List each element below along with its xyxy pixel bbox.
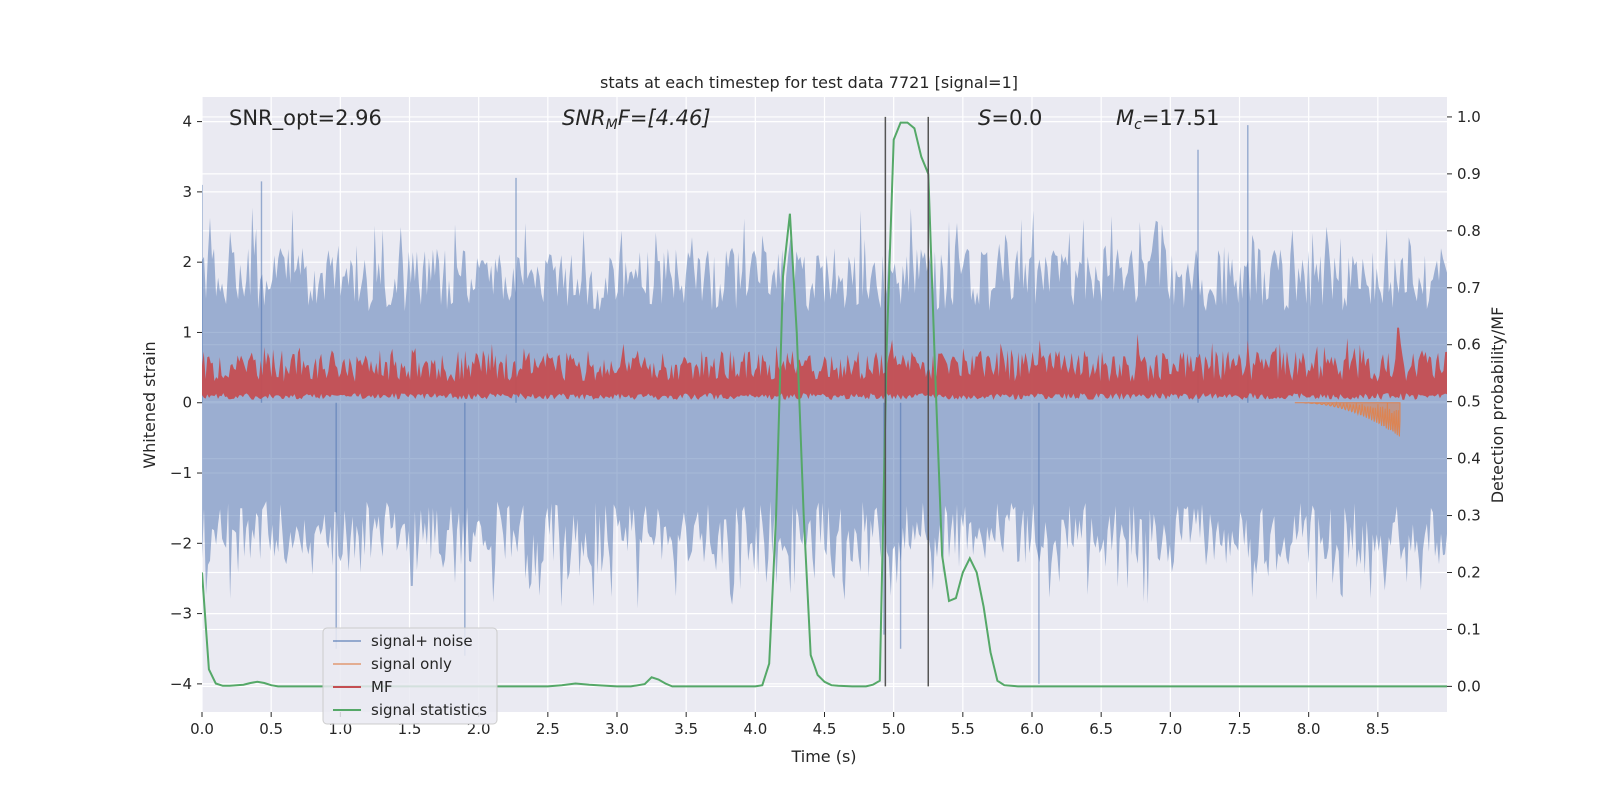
series-mf bbox=[202, 327, 1447, 400]
series-signal-noise-band bbox=[202, 207, 1447, 609]
y-axis-label: Whitened strain bbox=[140, 341, 159, 468]
y2-tick-label-5: 0.5 bbox=[1457, 393, 1481, 411]
y-tick-label-5: −1 bbox=[170, 464, 192, 482]
x-tick-label-13: 6.5 bbox=[1089, 720, 1113, 738]
legend-label-signal-statistics: signal statistics bbox=[371, 701, 487, 719]
vertical-lines bbox=[884, 116, 929, 687]
x-tick-label-5: 2.5 bbox=[536, 720, 560, 738]
annotation-snr-mf-sub: M bbox=[606, 117, 618, 133]
x-tick-label-1: 0.5 bbox=[259, 720, 283, 738]
x-tick-label-11: 5.5 bbox=[951, 720, 975, 738]
legend-label-mf: MF bbox=[371, 678, 393, 696]
y-axis-ticks: 4 3 2 1 0 −1 −2 −3 −4 bbox=[170, 113, 202, 693]
y-tick-label-3: 1 bbox=[182, 323, 192, 341]
legend-label-signal-noise: signal+ noise bbox=[371, 632, 473, 650]
annotation-snr-mf-label: SNR bbox=[562, 106, 606, 130]
annotation-mc-label: M bbox=[1116, 106, 1134, 130]
x-tick-label-7: 3.5 bbox=[674, 720, 698, 738]
x-tick-label-15: 7.5 bbox=[1228, 720, 1252, 738]
annotation-snr-opt: SNR_opt=2.96 bbox=[229, 106, 382, 131]
legend-box bbox=[322, 627, 498, 725]
annotation-snr-mf: SNRMF=[4.46] bbox=[562, 106, 711, 133]
x-tick-label-6: 3.0 bbox=[605, 720, 629, 738]
chart-title: stats at each timestep for test data 772… bbox=[600, 73, 1018, 92]
y2-tick-label-6: 0.4 bbox=[1457, 450, 1481, 468]
y2-tick-label-2: 0.8 bbox=[1457, 222, 1481, 240]
legend: signal+ noise signal only MF signal stat… bbox=[322, 627, 498, 725]
x-tick-label-17: 8.5 bbox=[1366, 720, 1390, 738]
annotation-snr-mf-tail: F=[4.46] bbox=[618, 106, 711, 130]
y-tick-label-1: 3 bbox=[182, 183, 192, 201]
annotation-s-value: =0.0 bbox=[991, 106, 1042, 130]
y2-tick-label-0: 1.0 bbox=[1457, 108, 1481, 126]
annotation-mc-sub: c bbox=[1134, 117, 1142, 133]
x-tick-label-12: 6.0 bbox=[1020, 720, 1044, 738]
x-tick-label-16: 8.0 bbox=[1297, 720, 1321, 738]
y2-tick-label-10: 0.0 bbox=[1457, 677, 1481, 695]
series-signal-statistics bbox=[202, 121, 1447, 688]
y-tick-label-8: −4 bbox=[170, 675, 192, 693]
y2-tick-label-7: 0.3 bbox=[1457, 507, 1481, 525]
x-tick-label-10: 5.0 bbox=[882, 720, 906, 738]
y2-tick-label-3: 0.7 bbox=[1457, 279, 1481, 297]
x-tick-label-14: 7.0 bbox=[1158, 720, 1182, 738]
y2-tick-label-8: 0.2 bbox=[1457, 563, 1481, 581]
x-axis-label: Time (s) bbox=[790, 747, 856, 766]
y2-axis-label: Detection probability/MF bbox=[1488, 307, 1507, 504]
annotation-mc: Mc=17.51 bbox=[1116, 106, 1220, 133]
y-tick-label-2: 2 bbox=[182, 253, 192, 271]
y2-axis-ticks: 1.0 0.9 0.8 0.7 0.6 0.5 0.4 0.3 0.2 0.1 0.0 bbox=[1447, 108, 1481, 695]
x-tick-label-8: 4.0 bbox=[743, 720, 767, 738]
y2-tick-label-9: 0.1 bbox=[1457, 620, 1481, 638]
x-tick-label-9: 4.5 bbox=[813, 720, 837, 738]
y-tick-label-7: −3 bbox=[170, 605, 192, 623]
y2-tick-label-4: 0.6 bbox=[1457, 336, 1481, 354]
annotation-s: S=0.0 bbox=[978, 106, 1042, 130]
annotation-mc-value: =17.51 bbox=[1142, 106, 1220, 130]
series-signal-only bbox=[1294, 401, 1401, 437]
y-tick-label-6: −2 bbox=[170, 534, 192, 552]
legend-label-signal-only: signal only bbox=[371, 655, 452, 673]
x-tick-label-0: 0.0 bbox=[190, 720, 214, 738]
y2-tick-label-1: 0.9 bbox=[1457, 165, 1481, 183]
annotation-s-label: S bbox=[978, 106, 991, 130]
y-tick-label-4: 0 bbox=[182, 394, 192, 412]
y-tick-label-0: 4 bbox=[182, 113, 192, 131]
